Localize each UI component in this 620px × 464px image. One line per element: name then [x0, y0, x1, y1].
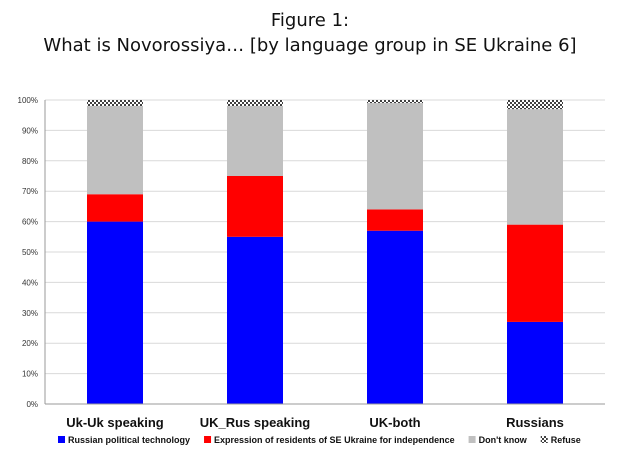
y-tick-label: 70% — [22, 187, 38, 196]
legend-label: Don't know — [479, 435, 528, 445]
legend-swatch — [468, 436, 476, 443]
bar-segment — [87, 100, 143, 107]
y-tick-label: 60% — [22, 218, 38, 227]
x-tick-label: Uk-Uk speaking — [66, 415, 164, 430]
legend-swatch — [540, 436, 548, 443]
legend-swatch — [204, 436, 212, 443]
bar-segment — [227, 106, 283, 176]
y-tick-label: 10% — [22, 370, 38, 379]
bar-segment — [507, 100, 563, 110]
y-tick-label: 20% — [22, 339, 38, 348]
legend-label: Russian political technology — [68, 435, 190, 445]
bar-segment — [87, 221, 143, 404]
bar-segment — [367, 103, 423, 210]
y-tick-label: 40% — [22, 278, 38, 287]
legend-label: Refuse — [551, 435, 581, 445]
chart-title: Figure 1: — [270, 10, 350, 31]
bar-segment — [507, 321, 563, 404]
legend-label: Expression of residents of SE Ukraine fo… — [214, 435, 455, 445]
bar-segment — [227, 236, 283, 404]
bar-segment — [367, 100, 423, 104]
y-tick-label: 100% — [18, 96, 38, 105]
x-tick-label: UK_Rus speaking — [200, 415, 311, 430]
y-tick-label: 80% — [22, 157, 38, 166]
bar-segment — [367, 209, 423, 231]
y-tick-label: 50% — [22, 248, 38, 257]
x-tick-label: Russians — [506, 415, 564, 430]
y-tick-label: 30% — [22, 309, 38, 318]
y-tick-label: 0% — [26, 400, 38, 409]
bar-segment — [367, 230, 423, 404]
bar-segment — [507, 224, 563, 322]
bar-segment — [227, 176, 283, 237]
y-tick-label: 90% — [22, 126, 38, 135]
bar-segment — [507, 109, 563, 225]
chart-subtitle: What is Novorossiya… [by language group … — [43, 35, 577, 56]
bar-segment — [87, 106, 143, 195]
legend-swatch — [58, 436, 65, 443]
bar-segment — [87, 194, 143, 222]
x-tick-label: UK-both — [369, 415, 420, 430]
bar-segment — [227, 100, 283, 107]
